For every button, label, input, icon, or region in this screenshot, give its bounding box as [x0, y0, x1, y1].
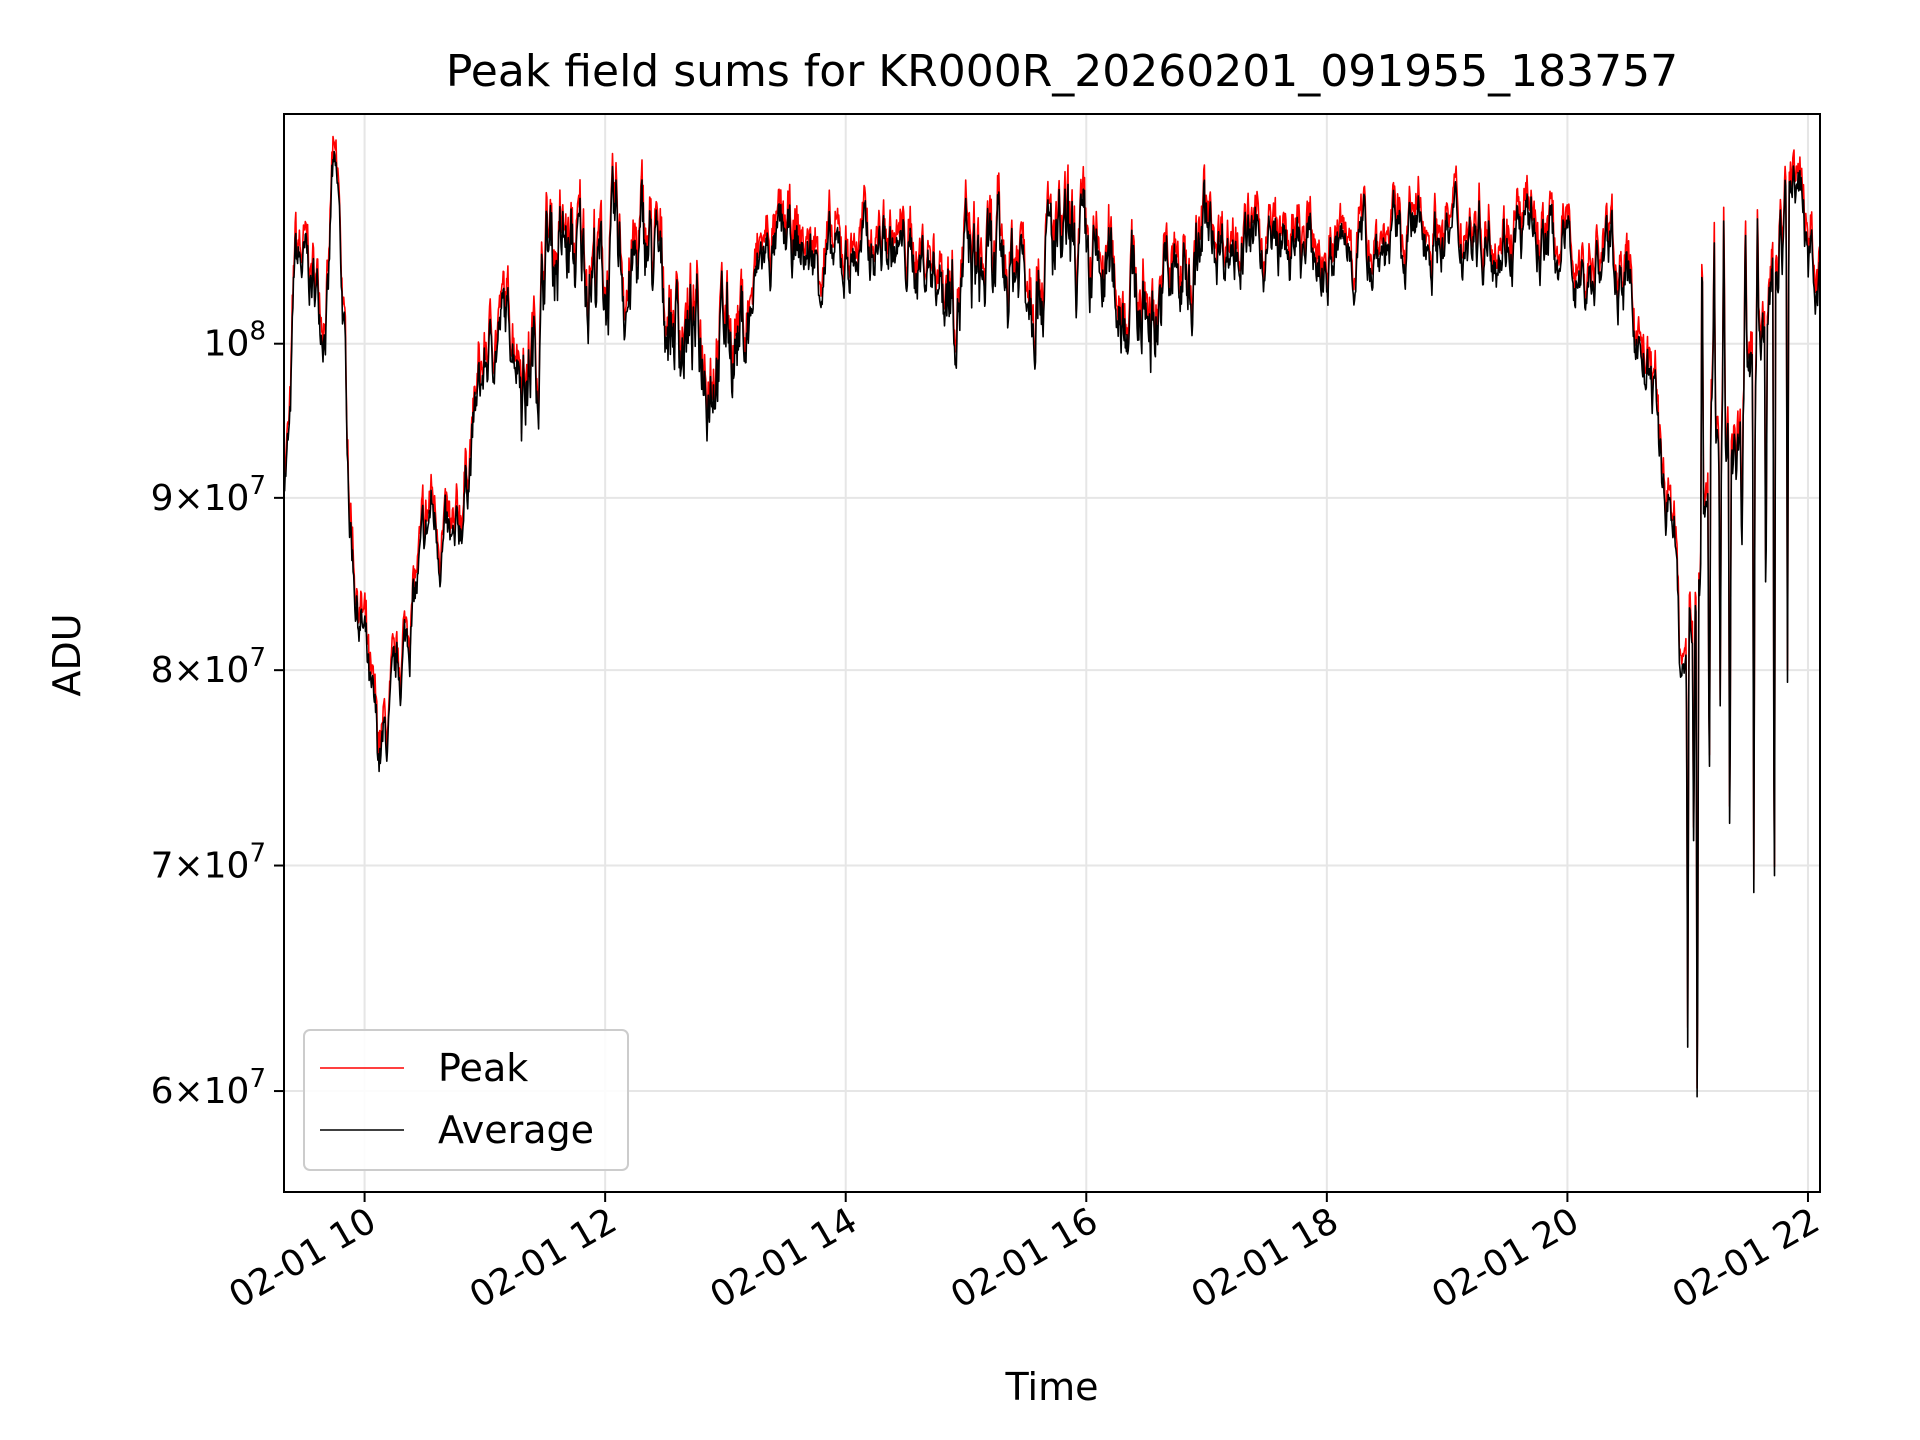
y-tick-label: 108: [204, 317, 266, 365]
series-layer: [284, 135, 1820, 1098]
legend: Peak Average: [303, 1029, 629, 1171]
y-axis-label: ADU: [45, 613, 89, 696]
x-axis-label: Time: [1005, 1365, 1099, 1409]
y-tick-label: 7×107: [151, 839, 266, 887]
legend-box: [303, 1029, 629, 1171]
y-axis-ticks: 108 9×107 8×107 7×107 6×107: [151, 317, 284, 1112]
plot-frame: [283, 113, 1821, 1193]
y-tick-label: 9×107: [151, 471, 266, 519]
legend-average-label: Average: [438, 1108, 594, 1152]
y-tick-label: 6×107: [151, 1064, 266, 1112]
legend-peak-label: Peak: [438, 1046, 528, 1090]
y-tick-label: 8×107: [151, 643, 266, 691]
average-series-line: [284, 150, 1820, 1098]
chart-title: Peak field sums for KR000R_20260201_0919…: [446, 46, 1678, 97]
